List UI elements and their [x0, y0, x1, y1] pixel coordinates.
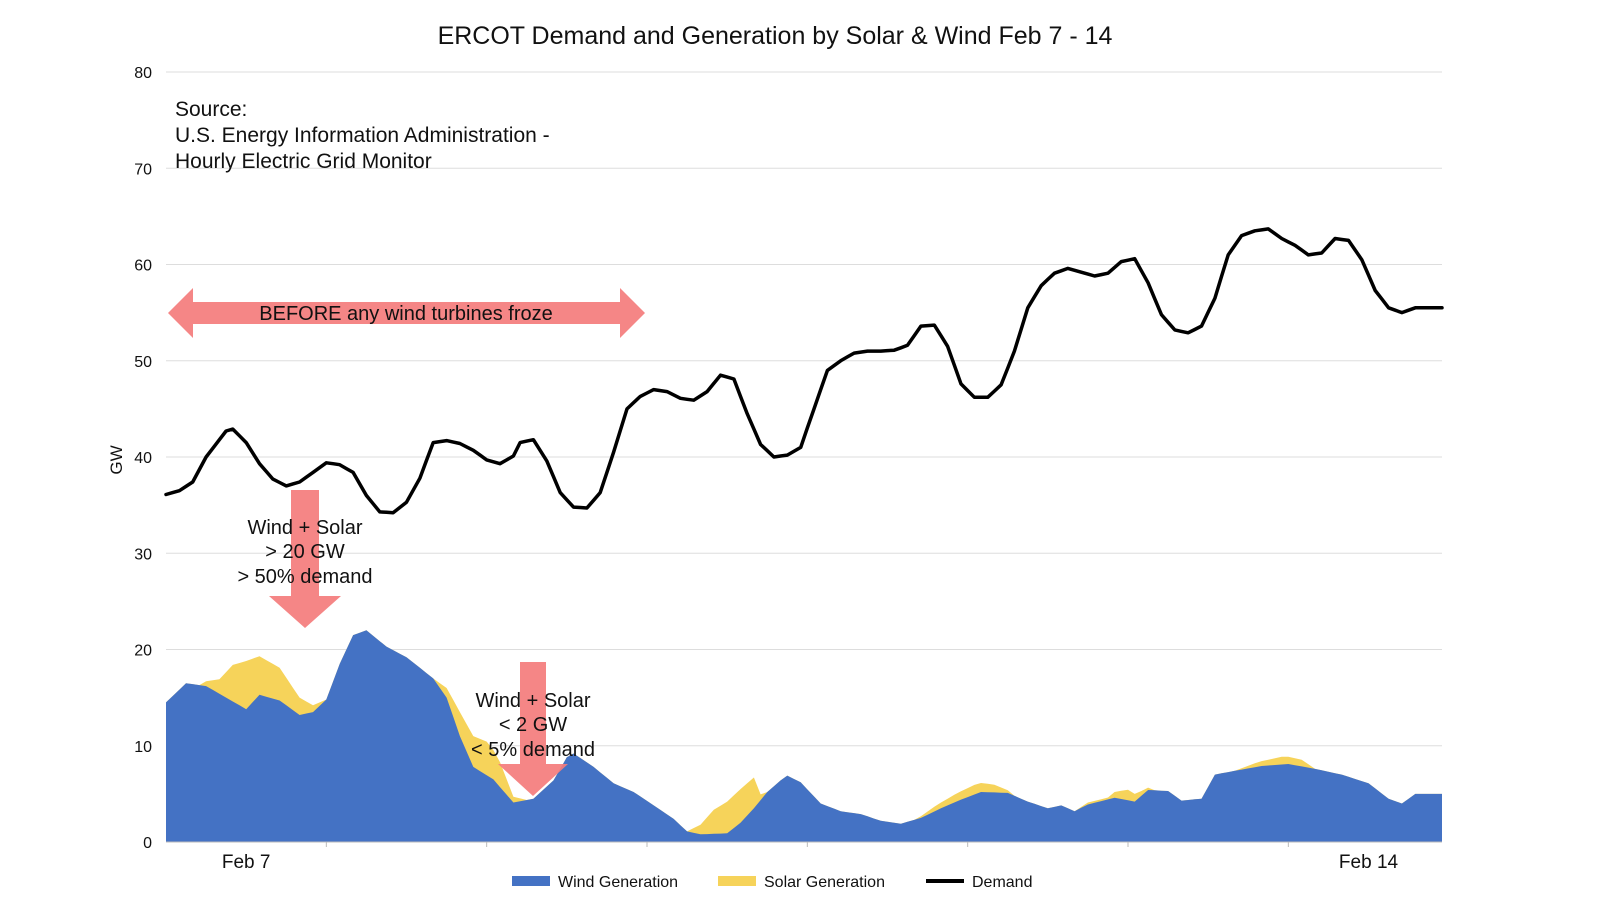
x-tick-label: Feb 14 — [1339, 852, 1399, 873]
y-tick-label: 10 — [134, 739, 152, 756]
down-arrow — [269, 490, 341, 628]
low-annotation-line: < 2 GW — [499, 714, 567, 736]
y-axis-ticks: 0 10 20 30 40 50 60 70 80 — [134, 65, 152, 852]
source-line: Source: — [175, 98, 247, 121]
before-annotation-label: BEFORE any wind turbines froze — [259, 303, 552, 325]
high-annotation-line: > 50% demand — [237, 566, 372, 588]
double-arrow — [168, 288, 645, 338]
down-arrow — [498, 662, 568, 796]
low-annotation: Wind + Solar < 2 GW < 5% demand — [471, 662, 595, 796]
y-tick-label: 20 — [134, 643, 152, 660]
high-annotation-line: Wind + Solar — [247, 517, 362, 539]
legend-swatch-demand — [926, 879, 964, 883]
legend: Wind Generation Solar Generation Demand — [512, 874, 1032, 891]
wind-generation-area — [166, 630, 1442, 842]
legend-label-wind: Wind Generation — [558, 874, 678, 891]
demand-line — [164, 227, 1444, 515]
y-tick-label: 60 — [134, 258, 152, 275]
y-tick-label: 50 — [134, 354, 152, 371]
source-line: Hourly Electric Grid Monitor — [175, 150, 432, 173]
high-annotation-line: > 20 GW — [265, 541, 345, 563]
source-line: U.S. Energy Information Administration - — [175, 124, 550, 147]
y-tick-label: 0 — [143, 835, 152, 852]
chart-title: ERCOT Demand and Generation by Solar & W… — [438, 22, 1113, 50]
legend-label-demand: Demand — [972, 874, 1032, 891]
low-annotation-line: Wind + Solar — [475, 690, 590, 712]
legend-swatch-wind — [512, 876, 550, 886]
y-axis-label: GW — [107, 445, 126, 474]
y-tick-label: 30 — [134, 546, 152, 563]
y-tick-label: 80 — [134, 65, 152, 82]
y-tick-label: 70 — [134, 161, 152, 178]
x-axis: Feb 7 Feb 14 — [166, 841, 1442, 873]
x-tick-label: Feb 7 — [222, 852, 271, 873]
high-annotation: Wind + Solar > 20 GW > 50% demand — [237, 490, 373, 628]
low-annotation-line: < 5% demand — [471, 739, 595, 761]
y-tick-label: 40 — [134, 450, 152, 467]
source-note: Source: U.S. Energy Information Administ… — [175, 98, 550, 173]
plot-lines — [164, 227, 1444, 515]
legend-label-solar: Solar Generation — [764, 874, 885, 891]
before-annotation: BEFORE any wind turbines froze — [168, 288, 645, 338]
legend-swatch-solar — [718, 876, 756, 886]
plot-areas — [166, 630, 1442, 842]
